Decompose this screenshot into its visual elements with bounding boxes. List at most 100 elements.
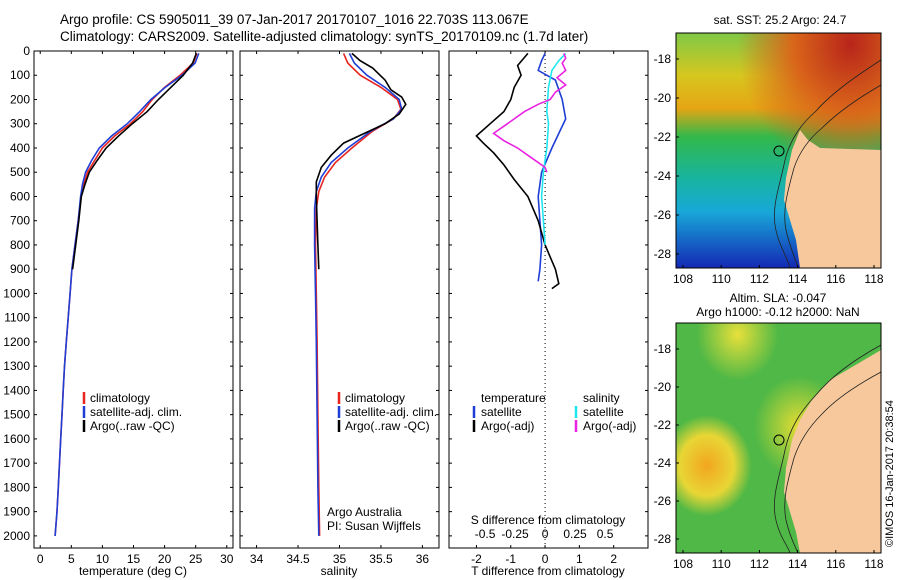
sla-map-image — [676, 323, 881, 553]
s-difference-tick-group: -0.5 -0.25 0 0.25 0.5 — [475, 527, 614, 541]
sst-bathymetry-contour — [784, 84, 881, 268]
depth-tick-label: 1900 — [3, 505, 30, 519]
x-tick-label: -1 — [505, 552, 516, 566]
salinity-axes-frame — [239, 50, 440, 549]
longitude-tick-label: 116 — [826, 272, 845, 286]
x-tick-label: 15 — [127, 552, 141, 566]
temperature-legend: climatology satellite-adj. clim. Argo(..… — [82, 391, 182, 433]
sla-bathymetry-contour — [773, 344, 881, 553]
x-tick-label: -2 — [471, 552, 482, 566]
longitude-tick-label: 112 — [750, 272, 769, 286]
sla-latitude-ticks: -18 -20 -22 -24 -26 -28 — [654, 342, 679, 546]
latitude-tick-label: -28 — [654, 532, 672, 546]
salinity-series-group — [313, 52, 407, 536]
x-tick-label: 34 — [250, 552, 264, 566]
depth-tick-label: 1600 — [3, 432, 30, 446]
latitude-tick-label: -18 — [654, 342, 672, 356]
sst-bathymetry-contour — [773, 59, 881, 268]
depth-tick-label: 900 — [10, 262, 30, 276]
difference-series-2 — [540, 52, 567, 246]
t-difference-label: T difference from climatology — [471, 564, 625, 578]
difference-depth-ticks — [449, 50, 648, 537]
latitude-tick-label: -26 — [654, 208, 672, 222]
legend-climatology-label: climatology — [90, 391, 150, 405]
sst-map: sat. SST: 25.2 Argo: 24.7 108 110 112 114 11… — [654, 13, 884, 286]
latitude-tick-label: -22 — [654, 418, 672, 432]
salinity-series-1 — [313, 53, 403, 536]
legend-sal-satellite-label: satellite — [583, 405, 624, 419]
longitude-tick-label: 118 — [864, 272, 883, 286]
depth-tick-label: 0 — [23, 44, 30, 58]
s-diff-tick-label: 0.25 — [563, 527, 587, 541]
title-line-1: Argo profile: CS 5905011_39 07-Jan-2017 … — [60, 12, 529, 27]
sla-bathymetry-contour — [784, 371, 881, 553]
salinity-xlabel: salinity — [321, 564, 358, 578]
difference-series-1 — [475, 52, 560, 290]
depth-tick-label: 1500 — [3, 408, 30, 422]
depth-tick-label: 2000 — [3, 529, 30, 543]
difference-series-3 — [492, 53, 568, 173]
depth-tick-label: 1400 — [3, 383, 30, 397]
latitude-tick-label: -28 — [654, 247, 672, 261]
x-tick-label: 2 — [610, 552, 617, 566]
sst-map-frame — [675, 32, 882, 269]
x-tick-label: 35.5 — [369, 552, 393, 566]
difference-panel: -2 -1 0 1 2 S difference from climatology -0… — [448, 50, 649, 578]
sla-longitude-ticks: 108 110 112 114 116 118 — [673, 550, 884, 571]
latitude-tick-label: -20 — [654, 380, 672, 394]
s-difference-label: S difference from climatology — [471, 513, 626, 527]
temperature-tick-group: 0 5 10 15 20 25 30 — [37, 51, 234, 566]
depth-tick-label: 200 — [10, 92, 30, 106]
depth-tick-label: 1000 — [3, 286, 30, 300]
legend-temp-argo-label: Argo(-adj) — [481, 419, 534, 433]
depth-tick-label: 1100 — [4, 311, 30, 325]
legend-temperature-heading: temperature — [481, 391, 546, 405]
longitude-tick-label: 116 — [826, 557, 845, 571]
x-tick-label: 0 — [37, 552, 44, 566]
x-tick-label: 10 — [96, 552, 110, 566]
longitude-tick-label: 110 — [712, 557, 731, 571]
depth-tick-label: 300 — [10, 117, 30, 131]
argo-australia-annotation: Argo Australia — [327, 505, 402, 519]
sla-land — [784, 350, 881, 553]
longitude-tick-label: 108 — [673, 557, 693, 571]
x-tick-label: 25 — [189, 552, 203, 566]
sla-map-frame — [675, 322, 882, 554]
depth-tick-label: 800 — [10, 238, 30, 252]
sla-map-title-line-2: Argo h1000: -0.12 h2000: NaN — [696, 305, 859, 319]
depth-tick-label: 1800 — [3, 480, 30, 494]
x-tick-label: 35 — [333, 552, 347, 566]
x-tick-label: 34.5 — [286, 552, 310, 566]
x-tick-label: 36 — [416, 552, 430, 566]
latitude-tick-label: -24 — [654, 456, 672, 470]
temperature-series-group — [54, 53, 200, 536]
depth-tick-label: 1300 — [3, 359, 30, 373]
sst-argo-position-marker — [773, 145, 785, 157]
sst-map-title: sat. SST: 25.2 Argo: 24.7 — [714, 13, 847, 27]
temperature-panel: 0100200300400500600700800900100011001200… — [3, 44, 233, 578]
sla-map-title-line-1: Altim. SLA: -0.047 — [730, 291, 827, 305]
longitude-tick-label: 114 — [788, 557, 807, 571]
s-diff-tick-label: 0.5 — [597, 527, 614, 541]
longitude-tick-label: 108 — [673, 272, 693, 286]
sst-land — [784, 130, 881, 268]
x-tick-label: 1 — [576, 552, 583, 566]
pi-annotation: PI: Susan Wijffels — [327, 519, 421, 533]
salinity-panel: 34 34.5 35 35.5 36 salinity climatology sate… — [239, 50, 440, 578]
difference-series-0 — [537, 53, 567, 282]
s-diff-tick-label: 0 — [542, 527, 549, 541]
longitude-tick-label: 110 — [712, 272, 731, 286]
longitude-tick-label: 114 — [788, 272, 807, 286]
depth-tick-label: 600 — [10, 189, 30, 203]
x-tick-label: 5 — [68, 552, 75, 566]
sla-argo-position-marker — [773, 434, 785, 446]
salinity-tick-group: 34 34.5 35 35.5 36 — [250, 51, 430, 566]
sst-map-image — [676, 33, 881, 268]
depth-tick-label: 1200 — [3, 335, 30, 349]
depth-tick-label: 700 — [10, 214, 30, 228]
legend-satellite-label: satellite-adj. clim. — [90, 405, 182, 419]
legend-climatology-label: climatology — [345, 391, 405, 405]
latitude-tick-label: -26 — [654, 494, 672, 508]
s-diff-tick-label: -0.25 — [501, 527, 529, 541]
